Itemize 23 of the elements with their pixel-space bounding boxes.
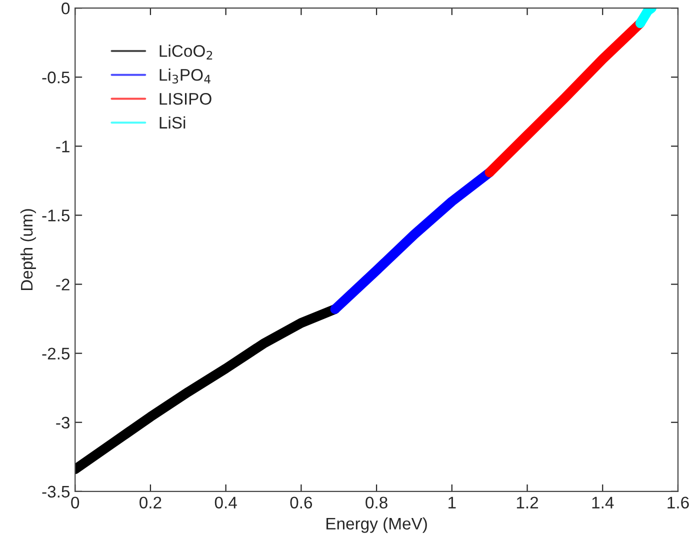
x-tick-label: 1 [448,496,456,508]
x-tick-label: 0.8 [366,496,388,509]
x-axis-title: Energy (MeV) [326,517,427,533]
y-axis-title: Depth (um) [20,209,36,290]
legend-label: LiCoO$_{2}$ [160,44,212,60]
y-tick-label: -3 [56,416,70,429]
legend-label: LISIPO [160,92,212,105]
x-tick-label: 0.4 [214,496,237,509]
y-tick-label: -1.5 [42,210,70,222]
y-tick-label: -2.5 [42,348,70,360]
legend-label: LiSi [160,116,186,129]
y-tick-label: -1 [56,140,70,152]
x-tick-label: 1.4 [592,496,614,508]
x-tick-label: 1.2 [516,496,538,508]
y-tick-label: 0 [62,2,70,14]
x-tick-label: 1.6 [668,496,689,509]
x-tick-label: 0.6 [290,496,312,509]
y-tick-label: -3.5 [42,486,70,498]
y-tick-label: -2 [56,278,70,290]
y-tick-label: -0.5 [42,72,70,84]
x-tick-label: 0.2 [140,496,162,509]
x-tick-label: 0 [71,496,80,509]
legend-label: Li$_{3}$PO$_{4}$ [160,68,210,84]
